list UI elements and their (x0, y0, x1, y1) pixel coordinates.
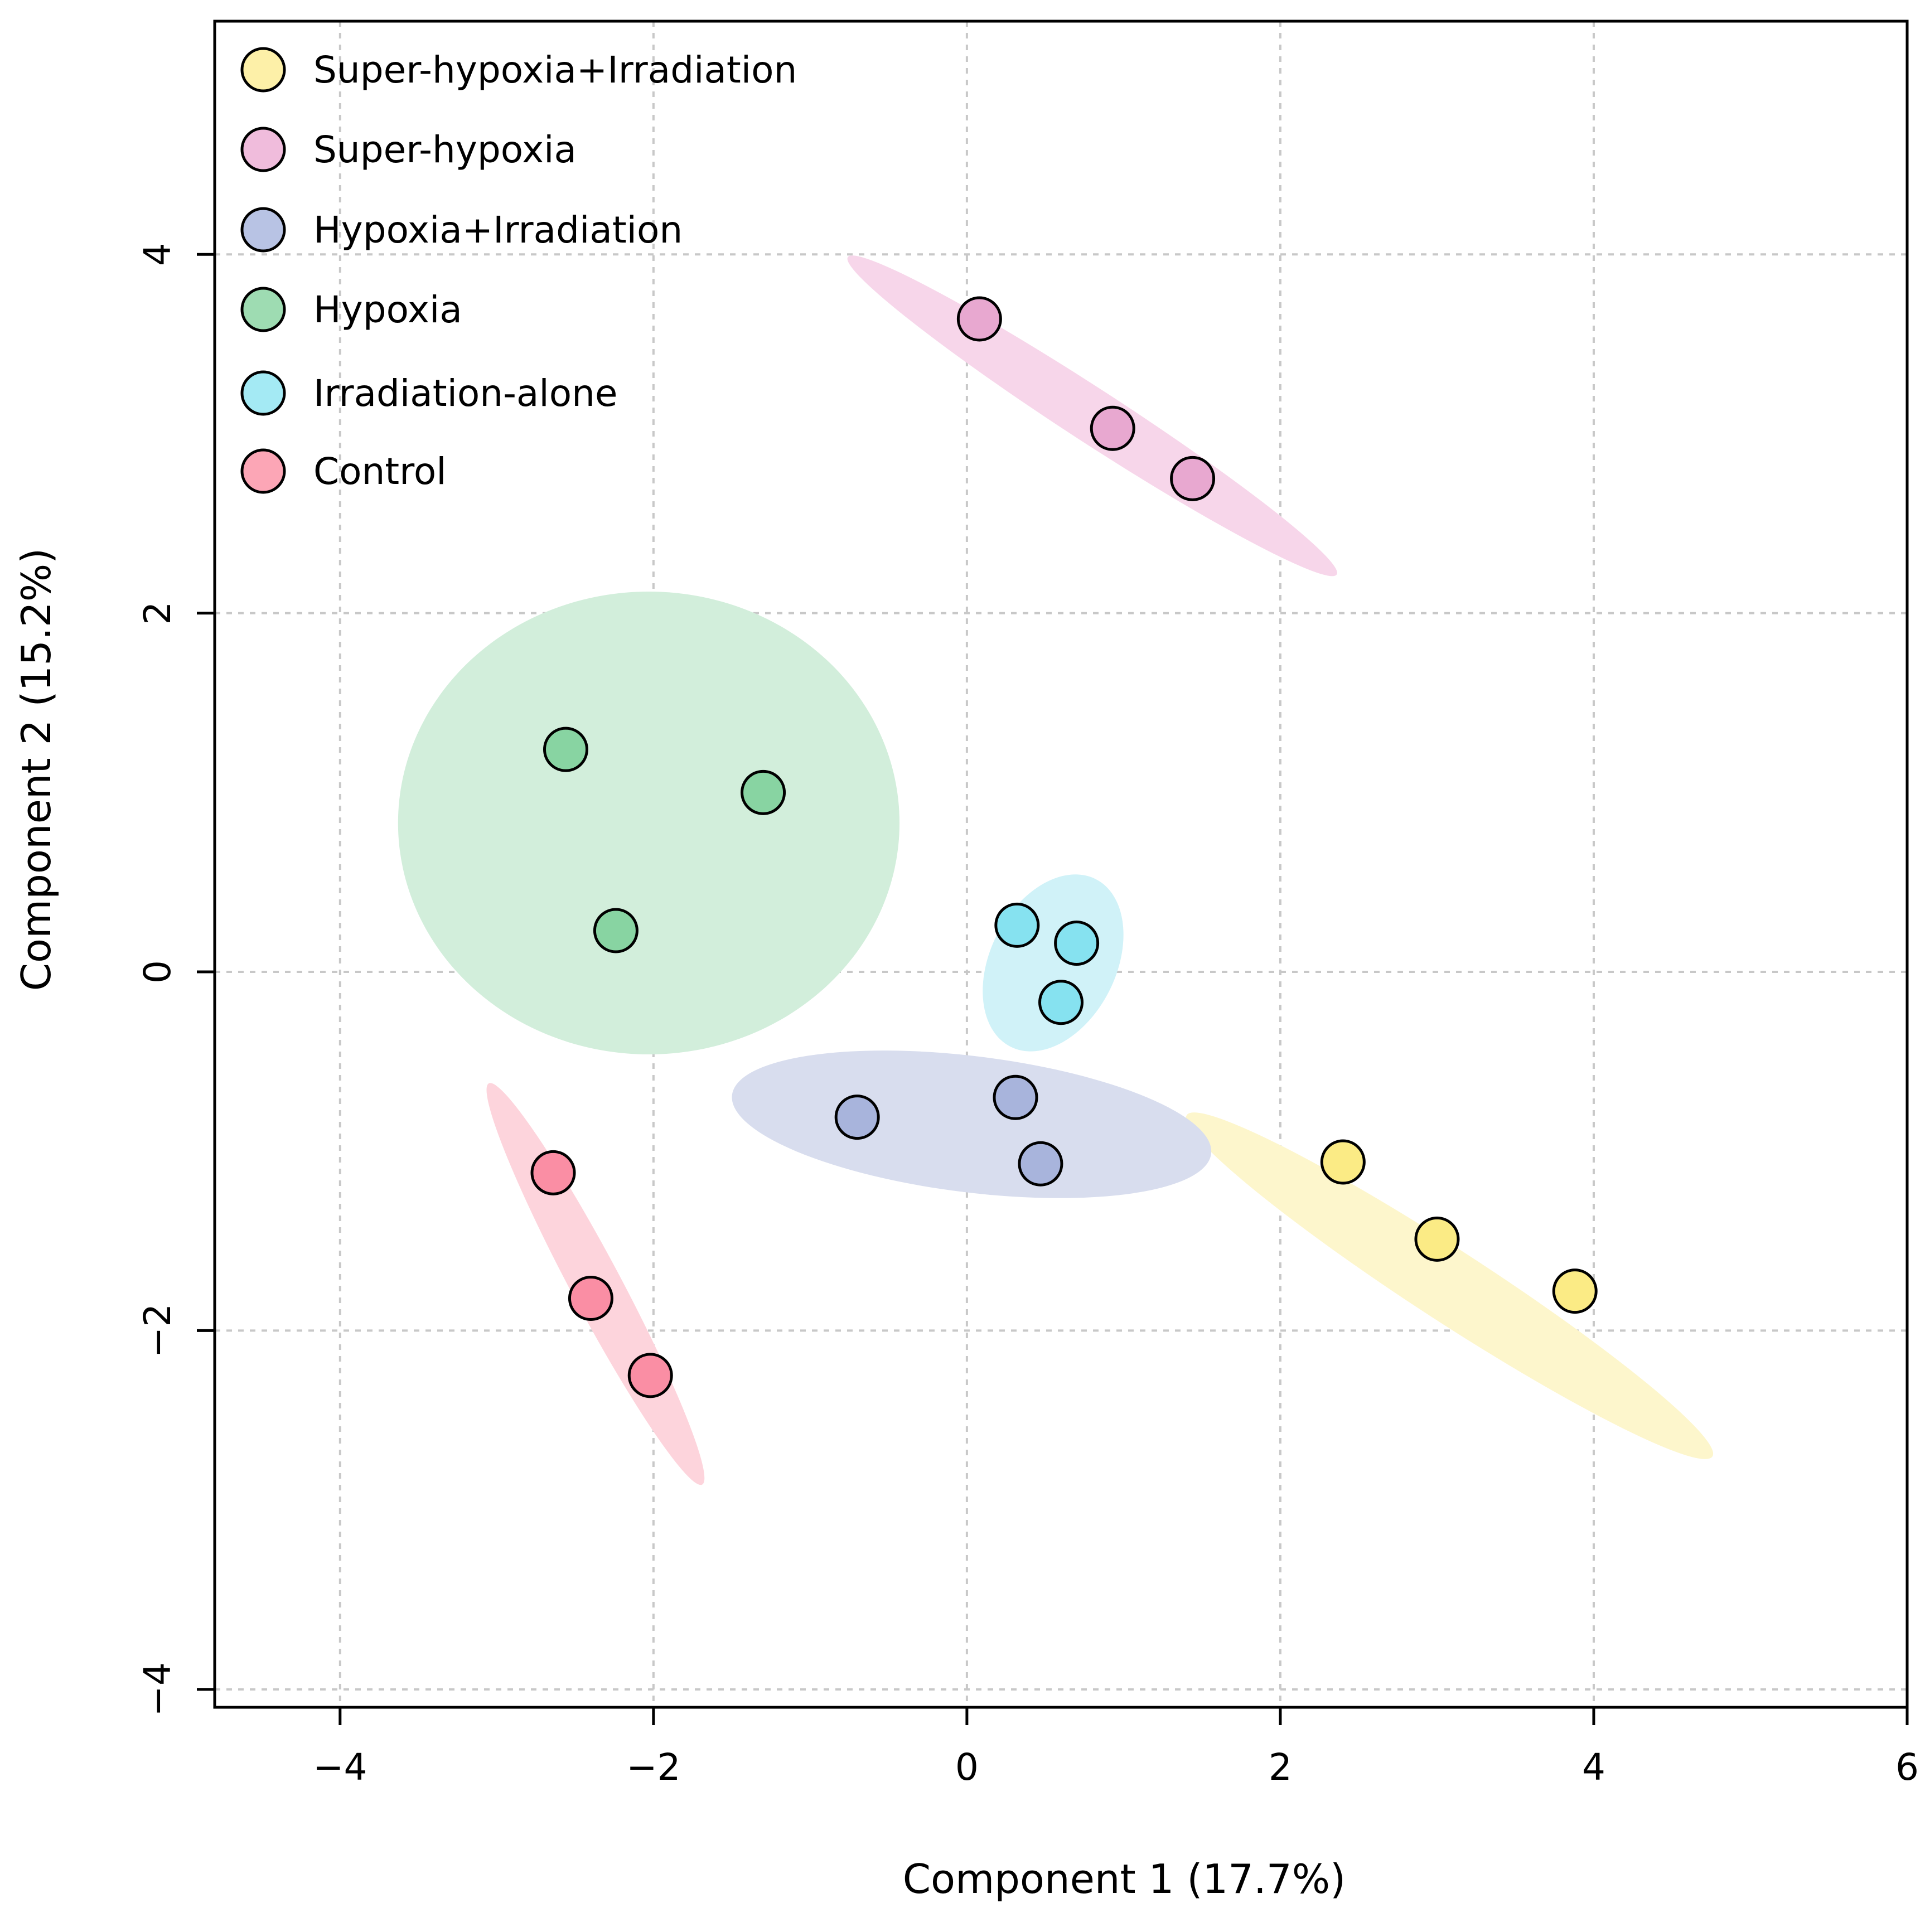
data-point-series-2 (1018, 1141, 1063, 1187)
y-tick-label: −2 (136, 1304, 179, 1358)
ellipse-series-0 (1186, 1112, 1714, 1459)
data-point-series-5 (530, 1150, 576, 1195)
data-point-series-4 (994, 902, 1040, 948)
legend-marker-series-0 (240, 47, 286, 93)
data-point-series-5 (568, 1276, 613, 1321)
x-tick-label: 2 (1269, 1746, 1292, 1789)
x-tick-label: 0 (955, 1746, 979, 1789)
data-points (530, 296, 1598, 1398)
y-tick-label: 2 (136, 602, 179, 625)
legend-label-series-5: Control (313, 450, 447, 493)
data-point-series-5 (627, 1353, 673, 1398)
y-axis: −4 −2 0 2 4 (136, 243, 215, 1716)
y-axis-title: Component 2 (15.2%) (13, 548, 60, 991)
data-point-series-0 (1320, 1139, 1366, 1185)
data-point-series-4 (1054, 921, 1100, 966)
legend-label-series-0: Super-hypoxia+Irradiation (313, 49, 797, 91)
x-axis-title: Component 1 (17.7%) (903, 1856, 1346, 1902)
data-point-series-3 (593, 908, 639, 953)
data-point-series-1 (1170, 456, 1216, 501)
data-point-series-0 (1552, 1268, 1598, 1314)
legend-label-series-1: Super-hypoxia (313, 128, 577, 171)
data-point-series-1 (1090, 405, 1135, 451)
legend-marker-series-2 (240, 207, 286, 253)
legend-label-series-4: Irradiation-alone (313, 372, 618, 415)
x-tick-label: 6 (1895, 1746, 1919, 1789)
y-tick-label: 4 (136, 243, 179, 266)
data-point-series-3 (543, 727, 588, 772)
ellipse-series-3 (398, 592, 900, 1055)
ellipse-series-2 (732, 1050, 1212, 1198)
x-tick-label: 4 (1582, 1746, 1605, 1789)
legend-label-series-2: Hypoxia+Irradiation (313, 209, 683, 251)
x-tick-label: −4 (313, 1746, 367, 1789)
data-point-series-0 (1414, 1216, 1460, 1262)
legend-marker-series-3 (240, 287, 286, 332)
data-point-series-3 (741, 769, 786, 815)
legend: Super-hypoxia+Irradiation Super-hypoxia Hy… (240, 47, 797, 494)
data-point-series-2 (993, 1074, 1038, 1120)
data-point-series-4 (1038, 980, 1084, 1025)
legend-marker-series-5 (240, 448, 286, 494)
plot-frame (213, 20, 1909, 1709)
legend-marker-series-4 (240, 370, 286, 416)
y-tick-label: 0 (136, 960, 179, 984)
y-tick-label: −4 (136, 1662, 179, 1716)
legend-marker-series-1 (240, 127, 286, 172)
x-axis: −4 −2 0 2 4 6 (313, 1707, 1919, 1789)
data-point-series-2 (834, 1095, 880, 1140)
x-tick-label: −2 (626, 1746, 680, 1789)
legend-label-series-3: Hypoxia (313, 288, 462, 331)
data-point-series-1 (956, 296, 1002, 342)
